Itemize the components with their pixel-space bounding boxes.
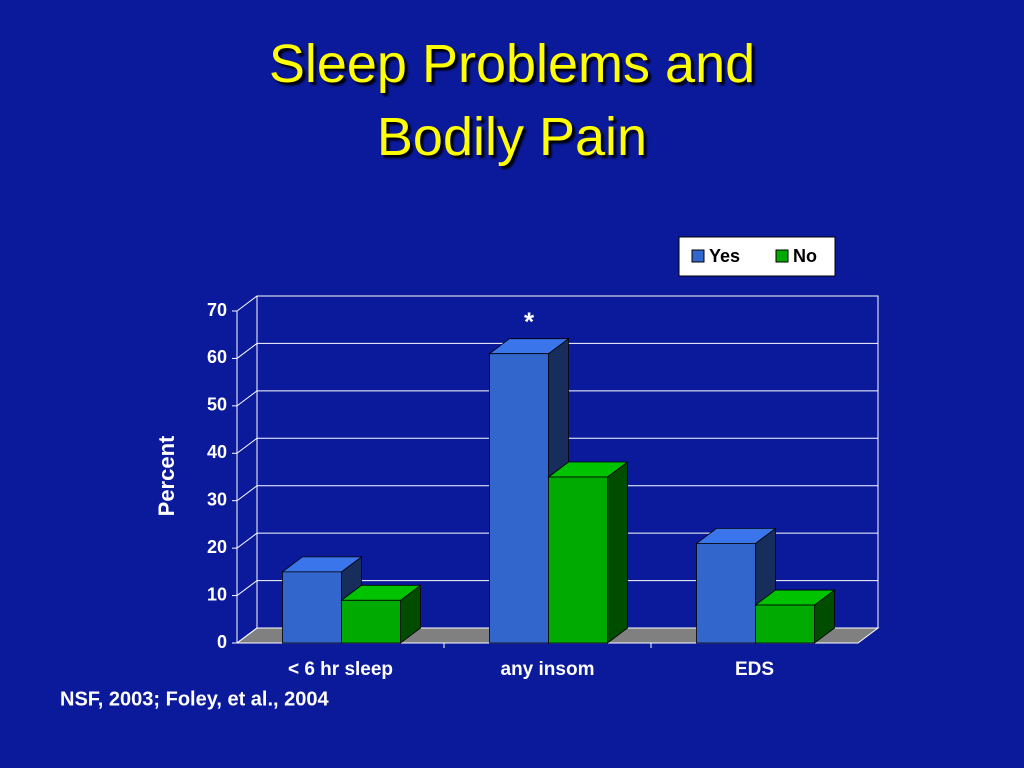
- grid-line: [236, 390, 878, 407]
- y-tick-label: 30: [207, 489, 227, 509]
- legend-swatch: [775, 249, 789, 263]
- legend-box: [678, 236, 836, 277]
- bar-front: [489, 353, 549, 644]
- legend-label: No: [793, 246, 817, 266]
- grid-line: [236, 295, 878, 312]
- y-tick-label: 60: [207, 347, 227, 367]
- bar-front: [282, 571, 342, 644]
- y-tick-label: 0: [217, 632, 227, 652]
- grid-line: [236, 485, 878, 502]
- grid-line: [236, 437, 878, 454]
- bar: [754, 589, 836, 644]
- y-tick-label: 20: [207, 537, 227, 557]
- grid-line: [236, 532, 878, 549]
- bar-front: [548, 476, 608, 644]
- y-axis-label: Percent: [154, 435, 179, 516]
- y-tick-label: 10: [207, 584, 227, 604]
- legend-swatch: [691, 249, 705, 263]
- bar: [547, 461, 629, 644]
- grid-line: [236, 627, 878, 644]
- slide-title: Sleep Problems and Bodily Pain: [268, 34, 756, 167]
- legend: Yes No: [678, 236, 836, 277]
- bar: [340, 584, 422, 644]
- legend-label: Yes: [709, 246, 740, 266]
- y-tick-label: 70: [207, 300, 227, 320]
- y-tick-label: 40: [207, 442, 227, 462]
- annotation: *: [524, 307, 535, 337]
- y-tick-label: 50: [207, 395, 227, 415]
- bar-front: [341, 599, 401, 644]
- source-note: NSF, 2003; Foley, et al., 2004: [60, 688, 330, 710]
- x-tick-label: EDS: [735, 659, 774, 680]
- bar-front: [696, 543, 756, 644]
- x-tick-label: < 6 hr sleep: [288, 659, 393, 680]
- bar-front: [755, 604, 815, 644]
- x-tick-label: any insom: [501, 659, 595, 680]
- bar-side: [607, 461, 628, 644]
- grid-line: [236, 580, 878, 596]
- grid-line: [236, 342, 878, 359]
